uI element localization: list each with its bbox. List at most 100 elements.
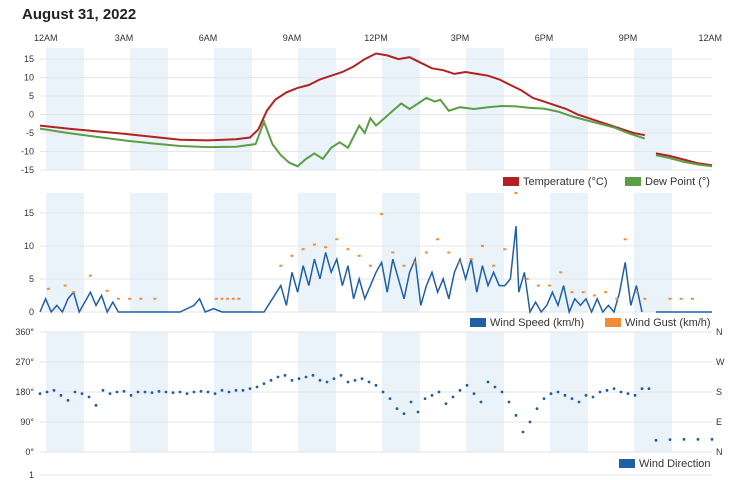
gust-point (424, 251, 428, 254)
direction-point (577, 400, 581, 404)
direction-point (360, 377, 364, 381)
gust-point (413, 261, 417, 264)
gust-point (231, 297, 235, 300)
y-tick-label: 0 (29, 307, 34, 317)
direction-point (297, 377, 301, 381)
time-axis-label: 12PM (364, 33, 388, 43)
direction-point (213, 392, 217, 396)
page-title: August 31, 2022 (22, 6, 137, 23)
gust-point (458, 261, 462, 264)
time-axis-label: 6PM (535, 33, 554, 43)
direction-point (52, 388, 56, 392)
direction-point (101, 388, 105, 392)
time-axis-label: 12AM (34, 33, 58, 43)
gust-point (668, 297, 672, 300)
time-axis-label: 12AM (698, 33, 722, 43)
direction-point (507, 400, 511, 404)
direction-point (472, 392, 476, 396)
time-band (382, 48, 420, 170)
gust-point (581, 291, 585, 294)
direction-point (276, 375, 280, 379)
direction-point (227, 390, 231, 394)
direction-point (262, 382, 266, 386)
direction-tick-label: N (716, 447, 723, 457)
gust-point (214, 297, 218, 300)
series-line (655, 154, 713, 168)
gust-point (237, 297, 241, 300)
y-tick-label: 1 (29, 470, 34, 480)
y-tick-label: 15 (24, 54, 34, 64)
series-line (655, 152, 713, 167)
direction-point (647, 387, 651, 391)
y-tick-label: 90° (20, 417, 34, 427)
time-band (130, 193, 168, 312)
direction-tick-label: W (716, 357, 725, 367)
gust-point (559, 271, 563, 274)
gust-point (46, 287, 50, 290)
gust-point (492, 264, 496, 267)
time-axis-label: 6AM (199, 33, 218, 43)
gust-point (153, 297, 157, 300)
direction-point (192, 390, 196, 394)
direction-point (283, 373, 287, 377)
gust-point (514, 192, 518, 194)
legend-label: Wind Direction (639, 458, 711, 470)
direction-point (458, 388, 462, 392)
gust-point (324, 246, 328, 249)
gust-point (623, 238, 627, 241)
direction-point (402, 412, 406, 416)
direction-point (164, 390, 168, 394)
gust-point (105, 289, 109, 292)
gust-point (402, 264, 406, 267)
gust-point (226, 297, 230, 300)
direction-point (66, 398, 70, 402)
direction-point (493, 385, 497, 389)
direction-point (59, 393, 63, 397)
direction-point (633, 393, 637, 397)
direction-point (367, 380, 371, 384)
direction-point (143, 390, 147, 394)
direction-point (381, 390, 385, 394)
gust-point (469, 258, 473, 261)
direction-point (535, 407, 539, 411)
y-tick-label: -15 (21, 165, 34, 175)
direction-point (318, 378, 322, 382)
gust-point (391, 251, 395, 254)
direction-point (220, 388, 224, 392)
y-tick-label: 270° (15, 357, 34, 367)
gust-point (447, 251, 451, 254)
direction-point (73, 390, 77, 394)
direction-point (353, 378, 357, 382)
y-tick-label: 0 (29, 110, 34, 120)
direction-point (668, 438, 672, 442)
direction-tick-label: N (716, 327, 723, 337)
y-tick-label: 5 (29, 274, 34, 284)
gust-point (548, 284, 552, 287)
y-tick-label: 180° (15, 387, 34, 397)
direction-point (437, 390, 441, 394)
direction-point (346, 380, 350, 384)
direction-point (395, 407, 399, 411)
direction-point (710, 437, 714, 441)
direction-point (605, 388, 609, 392)
gust-point (335, 238, 339, 241)
gust-point (346, 248, 350, 251)
time-band (214, 193, 252, 312)
gust-point (480, 244, 484, 247)
gust-point (679, 297, 683, 300)
time-axis-label: 9PM (619, 33, 638, 43)
gust-point (592, 294, 596, 297)
gust-point (290, 254, 294, 257)
gust-point (690, 297, 694, 300)
direction-point (38, 392, 42, 396)
series-line (39, 226, 643, 315)
direction-point (304, 375, 308, 379)
time-band (550, 48, 588, 170)
direction-point (80, 392, 84, 396)
legend-swatch (605, 318, 621, 327)
direction-tick-label: S (716, 387, 722, 397)
direction-point (500, 390, 504, 394)
legend-label: Dew Point (°) (645, 176, 710, 188)
gust-point (634, 291, 638, 294)
direction-point (423, 397, 427, 401)
